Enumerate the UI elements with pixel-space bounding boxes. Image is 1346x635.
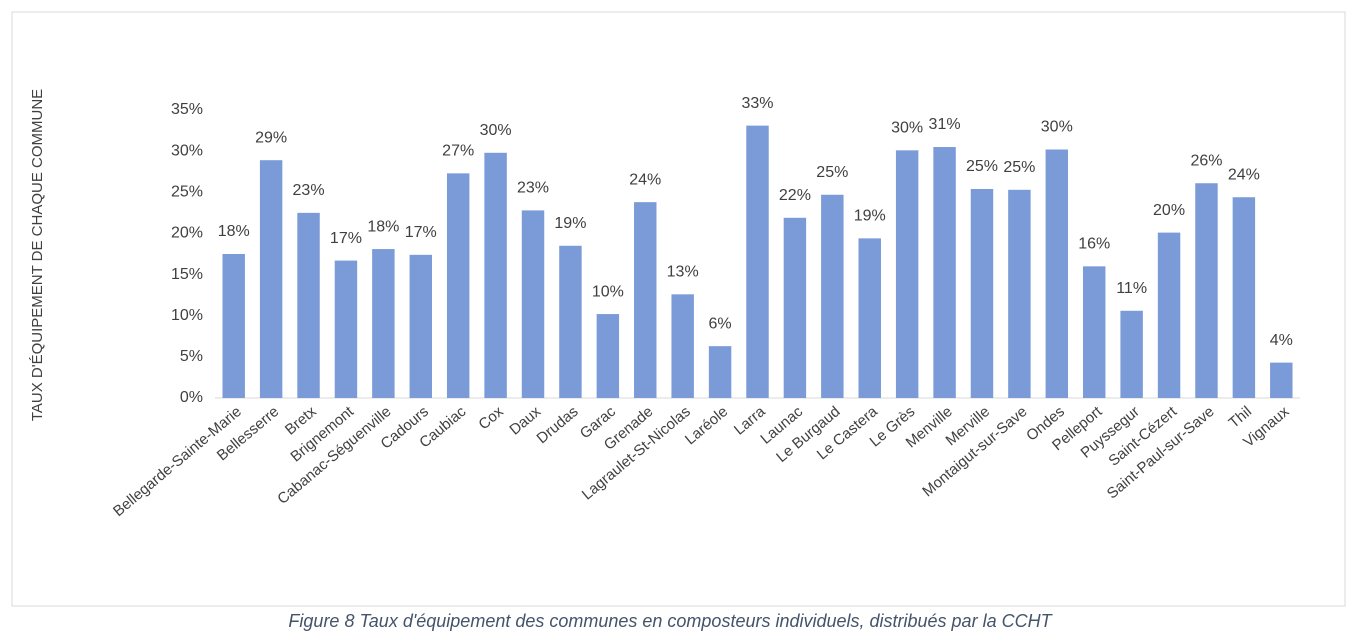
bar xyxy=(1232,197,1256,398)
data-label: 22% xyxy=(779,187,811,204)
y-tick-label: 15% xyxy=(171,266,203,283)
data-label: 16% xyxy=(1078,236,1110,253)
bar xyxy=(634,202,657,398)
bar xyxy=(1195,183,1218,398)
data-label: 6% xyxy=(709,315,732,332)
data-label: 30% xyxy=(891,120,923,137)
data-label: 27% xyxy=(442,143,474,160)
bar xyxy=(259,160,283,398)
caption: Figure 8 Taux d'équipement des communes … xyxy=(288,611,1053,631)
bar xyxy=(372,249,395,398)
bar xyxy=(297,212,320,398)
bar xyxy=(1083,266,1106,398)
bar xyxy=(821,194,844,398)
bar xyxy=(334,260,358,398)
bar xyxy=(858,238,881,398)
y-tick-label: 30% xyxy=(171,142,203,159)
data-label: 11% xyxy=(1116,280,1147,297)
data-label: 25% xyxy=(816,164,848,181)
bar xyxy=(708,346,732,398)
y-axis-label: TAUX D'ÉQUIPEMENT DE CHAQUE COMMUNE xyxy=(29,89,46,421)
data-label: 25% xyxy=(966,158,998,175)
data-label: 10% xyxy=(592,283,624,300)
data-label: 26% xyxy=(1190,152,1222,169)
bar xyxy=(521,210,545,398)
y-tick-label: 25% xyxy=(171,184,203,201)
bar xyxy=(783,217,807,398)
data-label: 24% xyxy=(1228,166,1260,183)
y-tick-label: 5% xyxy=(180,348,203,365)
data-label: 31% xyxy=(929,116,961,133)
bar xyxy=(1045,149,1069,398)
x-tick-label: Laréole xyxy=(682,403,731,448)
data-label: 30% xyxy=(1041,119,1073,136)
bar xyxy=(596,314,620,398)
chart-border xyxy=(11,11,1346,607)
bar xyxy=(446,173,470,398)
data-label: 23% xyxy=(293,182,325,199)
data-label: 18% xyxy=(367,218,399,235)
x-tick-label: Drudas xyxy=(534,403,582,447)
data-label: 17% xyxy=(330,230,362,247)
bar xyxy=(409,254,432,398)
bar xyxy=(671,294,694,398)
bar xyxy=(222,254,245,398)
bar xyxy=(1008,189,1031,398)
bar xyxy=(1270,362,1293,398)
data-label: 19% xyxy=(854,208,886,225)
y-tick-label: 20% xyxy=(171,225,203,242)
data-label: 25% xyxy=(1003,159,1035,176)
data-label: 19% xyxy=(554,215,586,232)
data-label: 33% xyxy=(741,95,773,112)
data-label: 18% xyxy=(218,223,250,240)
data-label: 13% xyxy=(667,264,699,281)
data-label: 4% xyxy=(1270,332,1293,349)
x-tick-label: Thil xyxy=(1226,403,1255,432)
data-label: 24% xyxy=(629,171,661,188)
bar xyxy=(1120,310,1143,398)
bar xyxy=(484,152,507,398)
y-tick-label: 35% xyxy=(171,101,203,118)
data-label: 30% xyxy=(480,122,512,139)
bar xyxy=(970,188,994,398)
bar xyxy=(746,125,769,399)
bar xyxy=(559,245,582,398)
y-tick-label: 0% xyxy=(180,389,203,406)
data-label: 29% xyxy=(255,129,287,146)
bar xyxy=(1157,232,1181,398)
data-label: 23% xyxy=(517,180,549,197)
bar xyxy=(895,150,919,398)
data-label: 17% xyxy=(405,224,437,241)
data-label: 20% xyxy=(1153,202,1185,219)
x-tick-label: Cox xyxy=(475,403,507,433)
bar xyxy=(933,147,956,398)
y-tick-label: 10% xyxy=(171,307,203,324)
